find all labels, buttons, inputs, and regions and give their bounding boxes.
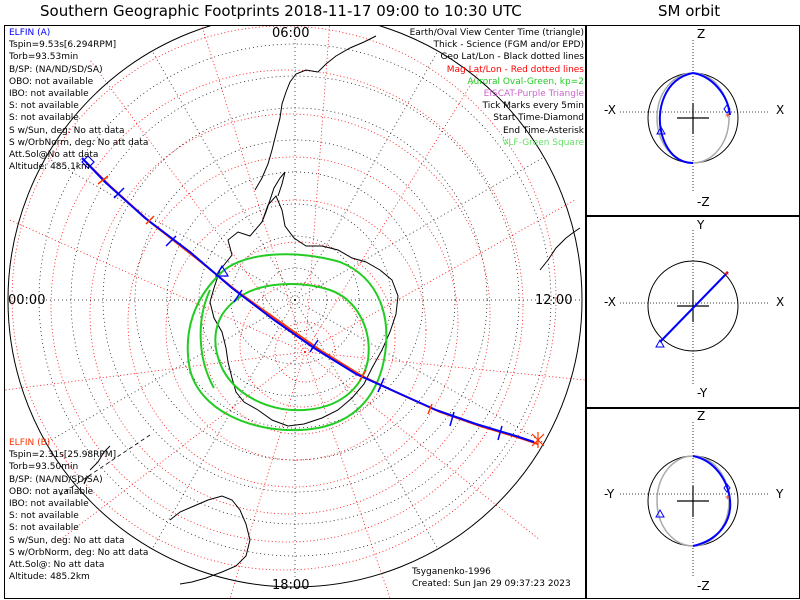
antarctica-coastline xyxy=(209,195,399,427)
elfin-a-name: ELFIN (A) xyxy=(9,28,51,38)
legend-item: VLF-Green Square xyxy=(502,137,584,148)
sm2-axis-right: X xyxy=(776,295,785,309)
map-legend: Earth/Oval View Center Time (triangle) T… xyxy=(410,27,584,149)
svg-text:*: * xyxy=(725,112,730,123)
elfin-b-line: OBO: not available xyxy=(9,486,94,497)
antarctic-peninsula xyxy=(261,171,286,223)
sm3-axis-left: -Y xyxy=(604,487,615,501)
elfin-a-line: S: not available xyxy=(9,101,79,112)
legend-item: Start Time-Diamond xyxy=(493,113,584,124)
mag-latitude-circles xyxy=(11,26,557,571)
sm-panel-xy: * xyxy=(620,230,770,384)
elfin-b-line: S: not available xyxy=(9,523,79,534)
elfin-b-line: B/SP: (NA/ND/SD/SA) xyxy=(9,474,103,485)
sm3-axis-bottom: -Z xyxy=(697,579,710,593)
elfin-b-line: Torb=93.50min xyxy=(9,462,79,473)
sm1-axis-bottom: -Z xyxy=(697,195,710,209)
elfin-b-name: ELFIN (B) xyxy=(9,438,51,448)
elfin-b-line: IBO: not available xyxy=(9,499,89,510)
legend-item: Auroral Oval-Green, kp=2 xyxy=(467,76,584,87)
legend-item: Earth/Oval View Center Time (triangle) xyxy=(409,28,584,38)
elfin-a-line: IBO: not available xyxy=(9,89,89,100)
mag-longitude-lines xyxy=(5,26,585,598)
elfin-a-line: S w/OrbNorm, deg: No att data xyxy=(9,137,149,148)
legend-item: Mag Lat/Lon - Red dotted lines xyxy=(446,64,584,75)
elfin-a-line: S: not available xyxy=(9,113,79,124)
auroral-oval-inner xyxy=(214,283,370,412)
auroral-oval-outer xyxy=(186,253,388,432)
map-outer-circle xyxy=(7,26,583,588)
new-zealand-coastline xyxy=(83,445,111,485)
africa-coastline xyxy=(539,227,581,271)
elfin-b-line: S w/Sun, deg: No att data xyxy=(9,535,125,546)
sm3-axis-right: Y xyxy=(776,487,784,501)
elfin-a-line: Torb=93.53min xyxy=(9,52,79,63)
elfin-b-line: Altitude: 485.2km xyxy=(9,572,90,583)
polar-map xyxy=(5,26,585,598)
sm2-axis-top: Y xyxy=(697,218,705,232)
elfin-a-line: Altitude: 485.1km xyxy=(9,162,90,173)
legend-item: End Time-Asterisk xyxy=(502,125,584,136)
elfin-b-track xyxy=(85,161,539,445)
elfin-b-line: S: not available xyxy=(9,511,79,522)
sm2-axis-left: -X xyxy=(604,295,616,309)
map-frame xyxy=(4,25,586,599)
time-label-bottom: 18:00 xyxy=(272,578,310,593)
sm2-axis-bottom: -Y xyxy=(697,386,708,400)
model-name: Tsyganenko-1996 xyxy=(412,567,491,577)
elfin-b-info: ELFIN (B) Tspin=2.31s[25.98RPM] Torb=93.… xyxy=(9,437,148,583)
view-center-triangle xyxy=(214,264,230,277)
sm1-axis-right: X xyxy=(776,103,785,117)
elfin-b-tick-marks xyxy=(97,175,433,415)
map-footer: Tsyganenko-1996 Created: Sun Jan 29 09:3… xyxy=(412,566,571,590)
south-america-coastline xyxy=(254,35,377,191)
elfin-a-line: Att.Sol@No att data xyxy=(9,150,99,161)
sm-orbit-title: SM orbit xyxy=(658,2,721,20)
sm3-axis-top: Z xyxy=(697,409,706,423)
elfin-a-track xyxy=(81,157,535,443)
elfin-b-line: S w/OrbNorm, deg: No att data xyxy=(9,547,149,558)
elfin-a-line: B/SP: (NA/ND/SD/SA) xyxy=(9,64,103,75)
australia-coastline xyxy=(169,495,251,585)
elfin-a-line: Tspin=9.53s[6.294RPM] xyxy=(9,40,117,51)
elfin-b-line: Att.Sol@: No att data xyxy=(9,560,105,571)
sm1-axis-left: -X xyxy=(604,103,616,117)
elfin-a-line: OBO: not available xyxy=(9,76,94,87)
svg-text:*: * xyxy=(724,270,729,281)
legend-item: EISCAT-Purple Triangle xyxy=(483,89,584,100)
time-label-left: 00:00 xyxy=(8,293,46,308)
elfin-a-line: S w/Sun, deg: No att data xyxy=(9,125,125,136)
svg-text:*: * xyxy=(725,494,730,505)
legend-item: Geo Lat/Lon - Black dotted lines xyxy=(440,52,584,63)
elfin-b-line: Tspin=2.31s[25.98RPM] xyxy=(9,450,117,461)
time-label-top: 06:00 xyxy=(272,26,310,41)
created-timestamp: Created: Sun Jan 29 09:37:23 2023 xyxy=(412,579,571,590)
page-title: Southern Geographic Footprints 2018-11-1… xyxy=(40,2,522,20)
elfin-b-end-asterisk xyxy=(531,432,545,448)
elfin-a-start-diamond xyxy=(81,155,95,169)
auroral-oval-left-arc xyxy=(199,289,215,389)
legend-item: Thick - Science (FGM and/or EPD) xyxy=(433,40,584,51)
sm-panel-xz: * xyxy=(620,40,770,192)
time-label-right: 12:00 xyxy=(535,293,573,308)
sm1-axis-top: Z xyxy=(697,27,706,41)
elfin-a-info: ELFIN (A) Tspin=9.53s[6.294RPM] Torb=93.… xyxy=(9,27,148,173)
elfin-a-tick-marks xyxy=(113,187,503,441)
sm-panel-yz: * xyxy=(620,422,770,576)
legend-item: Tick Marks every 5min xyxy=(482,101,584,112)
